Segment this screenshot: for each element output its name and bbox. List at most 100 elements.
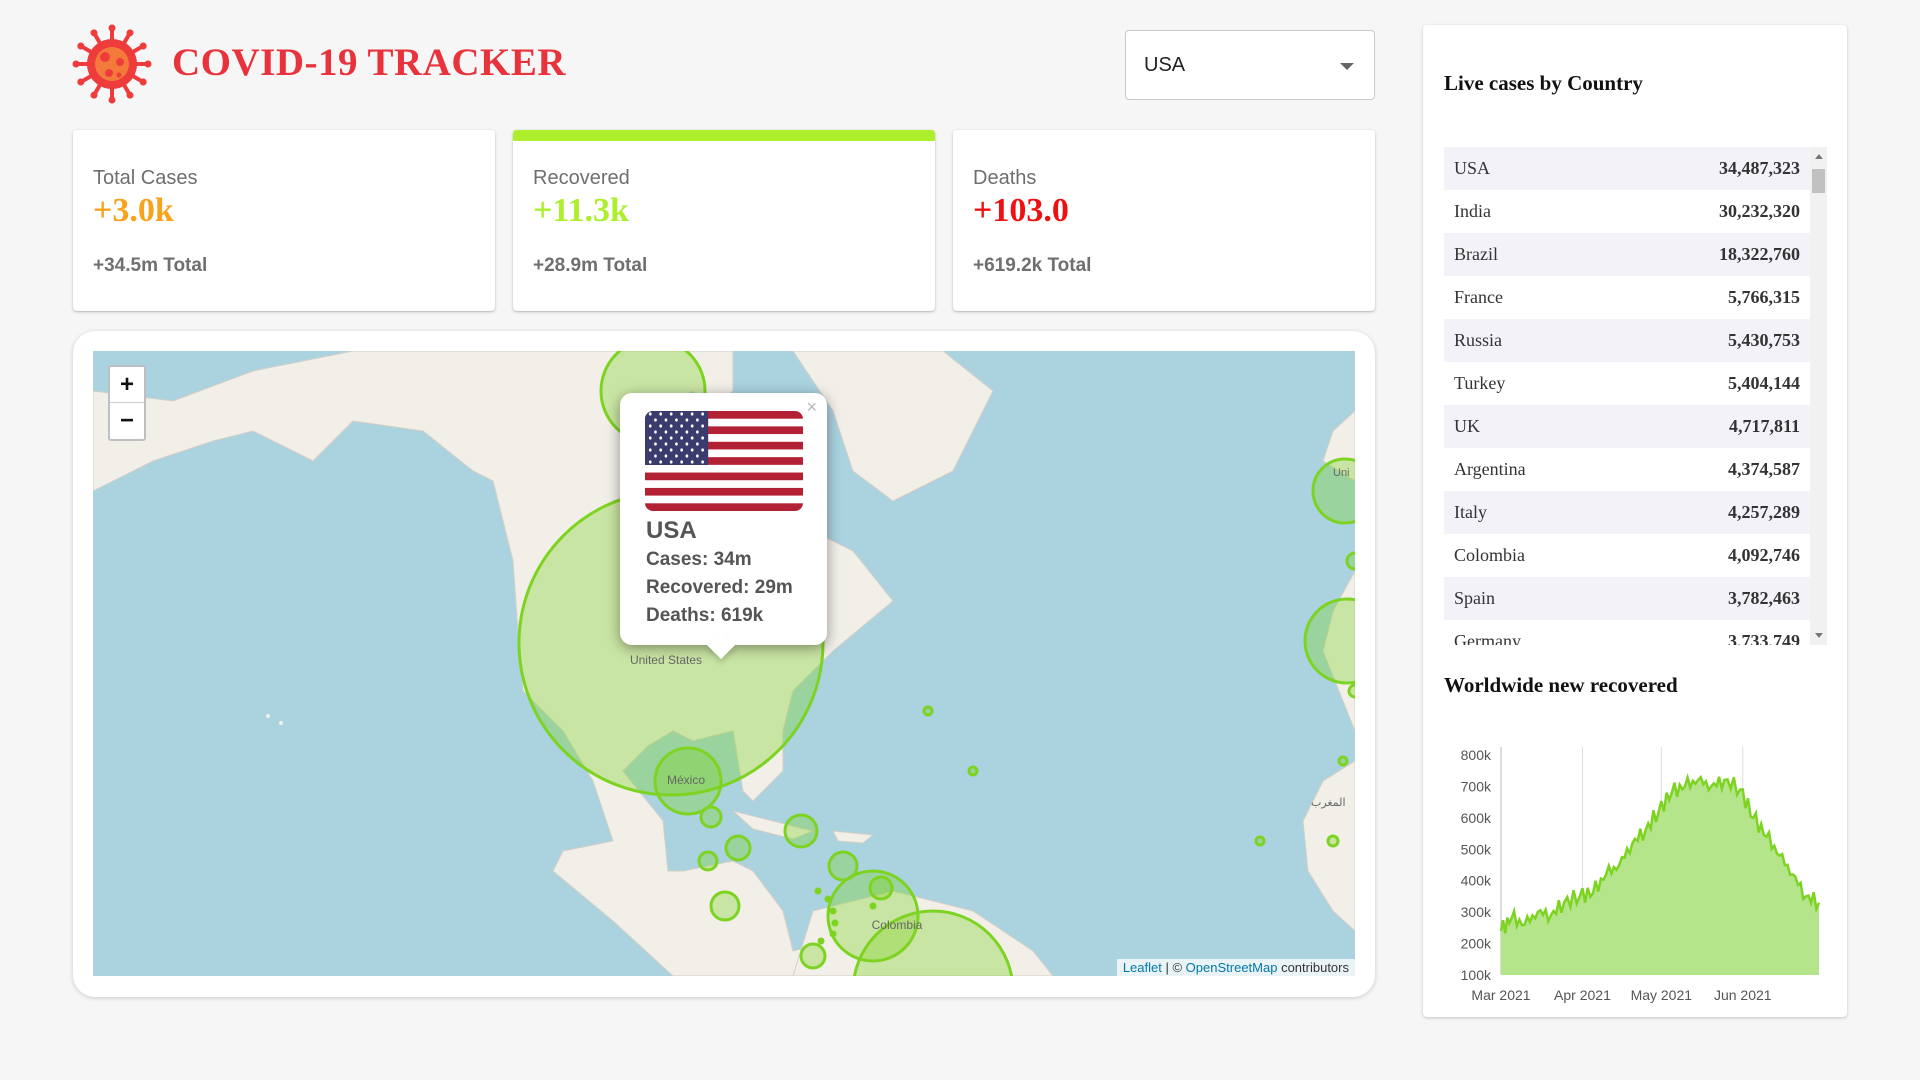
country-cases: 5,766,315 [1728,287,1800,307]
stat-card-recovered[interactable]: Recovered +11.3k +28.9m Total [513,130,935,311]
country-name: Italy [1454,502,1487,522]
scroll-down-icon[interactable] [1815,633,1823,638]
map-label-mexico: México [667,773,705,787]
country-name: Brazil [1454,244,1498,264]
case-marker[interactable] [827,850,859,882]
case-marker[interactable] [724,834,752,862]
case-marker[interactable] [699,805,723,829]
chart-y-tick: 300k [1461,904,1492,920]
table-row: USA 34,487,323 [1444,147,1810,190]
case-marker[interactable] [1345,551,1355,571]
close-icon[interactable]: × [806,397,817,417]
stat-value: +11.3k [533,192,629,229]
country-name: Turkey [1454,373,1506,393]
chart-area [1501,776,1819,975]
table-row: Spain 3,782,463 [1444,577,1810,620]
case-marker[interactable] [829,907,837,915]
case-marker[interactable] [967,765,979,777]
zoom-in-button[interactable]: + [110,367,144,403]
osm-link[interactable]: OpenStreetMap [1185,960,1278,975]
chart-y-tick: 600k [1461,810,1492,826]
table-row: Colombia 4,092,746 [1444,534,1810,577]
popup-deaths: Deaths: 619k [646,605,764,626]
attribution-separator: | © [1161,960,1186,975]
table-row: Russia 5,430,753 [1444,319,1810,362]
scroll-thumb[interactable] [1812,169,1825,193]
table-row: France 5,766,315 [1444,276,1810,319]
stat-value: +3.0k [93,192,174,229]
country-name: Germany [1454,631,1521,645]
scroll-up-icon[interactable] [1815,154,1823,159]
table-scrollbar[interactable] [1810,147,1827,645]
case-marker[interactable] [817,937,825,945]
table-row: India 30,232,320 [1444,190,1810,233]
chevron-down-icon [1340,63,1354,70]
case-marker[interactable] [653,746,723,816]
country-name: Colombia [1454,545,1525,565]
map-card: United States México Colombia Uni المغرب… [73,331,1375,997]
case-marker[interactable] [824,895,832,903]
country-cases: 5,404,144 [1728,373,1800,393]
case-marker[interactable] [1311,457,1355,525]
virus-icon [72,24,152,104]
stat-card-total-cases[interactable]: Total Cases +3.0k +34.5m Total [73,130,495,311]
country-name: Spain [1454,588,1496,608]
case-marker[interactable] [1326,834,1340,848]
case-marker[interactable] [852,909,1014,976]
map-label-united-states: United States [630,653,702,667]
stat-total: +619.2k Total [973,255,1092,276]
case-marker[interactable] [831,919,839,927]
zoom-control: + − [108,365,146,441]
attribution-contributors: contributors [1277,960,1349,975]
case-marker[interactable] [783,813,819,849]
leaflet-link[interactable]: Leaflet [1122,960,1162,975]
map-label-morocco: المغرب [1311,796,1346,809]
chart-x-tick: Apr 2021 [1554,987,1611,1003]
case-marker[interactable] [697,850,719,872]
table-row: UK 4,717,811 [1444,405,1810,448]
chart-y-tick: 100k [1461,967,1492,983]
chart-y-tick: 700k [1461,778,1492,794]
case-marker[interactable] [799,942,827,970]
country-cases: 4,374,587 [1728,459,1800,479]
stat-label: Recovered [533,167,630,189]
case-marker[interactable] [829,930,837,938]
country-select-value: USA [1144,53,1186,76]
popup-cases: Cases: 34m [646,549,752,570]
case-marker[interactable] [869,902,877,910]
table-row: Italy 4,257,289 [1444,491,1810,534]
popup-country: USA [646,517,697,544]
chart-line [1499,772,1821,934]
case-marker[interactable] [922,705,934,717]
table-row: Brazil 18,322,760 [1444,233,1810,276]
case-marker[interactable] [1337,755,1349,767]
zoom-out-button[interactable]: − [119,407,134,434]
stat-label: Deaths [973,167,1037,189]
case-marker[interactable] [826,869,920,963]
chart-x-tick: Jun 2021 [1714,987,1772,1003]
chart-x-tick: Mar 2021 [1471,987,1530,1003]
country-select[interactable]: USA [1125,30,1375,100]
case-marker[interactable] [868,875,894,901]
country-popup: × USA Cases: 34m Recovered: 29m Deaths: … [620,393,827,660]
cases-table[interactable]: USA 34,487,323 India 30,232,320 Brazil 18,322… [1444,147,1827,645]
table-title: Live cases by Country [1444,71,1643,95]
stat-card-deaths[interactable]: Deaths +103.0 +619.2k Total [953,130,1375,311]
case-marker[interactable] [1347,683,1355,699]
country-cases: 18,322,760 [1719,244,1800,264]
case-marker[interactable] [1254,835,1266,847]
country-cases: 5,430,753 [1728,330,1800,350]
map[interactable]: United States México Colombia Uni المغرب… [93,351,1355,976]
case-marker[interactable] [1303,597,1355,685]
country-name: India [1454,201,1491,221]
table-row: Argentina 4,374,587 [1444,448,1810,491]
country-name: Argentina [1454,459,1526,479]
chart-y-tick: 400k [1461,873,1492,889]
case-marker[interactable] [814,887,822,895]
popup-recovered: Recovered: 29m [646,577,793,598]
country-name: UK [1454,416,1480,436]
stat-value: +103.0 [973,192,1069,229]
case-marker[interactable] [709,890,741,922]
country-cases: 3,733,749 [1728,631,1800,645]
chart-y-tick: 500k [1461,841,1492,857]
